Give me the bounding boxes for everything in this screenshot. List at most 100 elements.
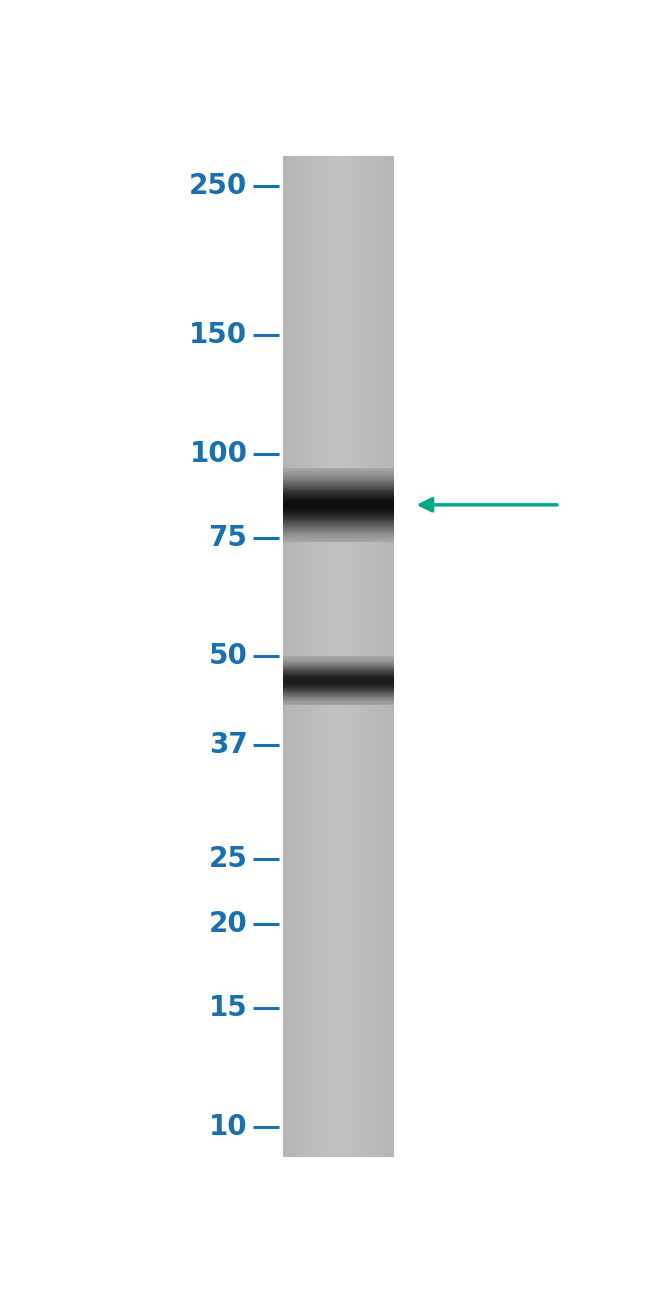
Bar bbox=[283, 497, 393, 498]
Bar bbox=[327, 156, 329, 1157]
Bar bbox=[283, 521, 393, 523]
Bar bbox=[283, 534, 393, 536]
Bar bbox=[296, 156, 298, 1157]
Bar bbox=[349, 156, 351, 1157]
Bar bbox=[283, 540, 393, 541]
Bar bbox=[378, 156, 380, 1157]
Bar bbox=[361, 156, 363, 1157]
Bar bbox=[360, 156, 362, 1157]
Bar bbox=[283, 488, 393, 489]
Bar bbox=[365, 156, 367, 1157]
Bar bbox=[283, 524, 393, 525]
Bar bbox=[311, 156, 313, 1157]
Bar bbox=[333, 156, 335, 1157]
Bar bbox=[283, 515, 393, 516]
Bar bbox=[283, 534, 393, 536]
Bar bbox=[283, 520, 393, 521]
Bar bbox=[283, 516, 393, 517]
Bar bbox=[283, 532, 393, 533]
Bar bbox=[376, 156, 378, 1157]
Bar bbox=[283, 469, 393, 471]
Bar bbox=[350, 156, 352, 1157]
Bar bbox=[283, 510, 393, 511]
Bar bbox=[283, 536, 393, 537]
Bar bbox=[295, 156, 297, 1157]
Bar bbox=[283, 503, 393, 506]
Bar bbox=[283, 491, 393, 493]
Bar bbox=[283, 512, 393, 515]
Bar bbox=[369, 156, 370, 1157]
Bar bbox=[283, 471, 393, 472]
Bar bbox=[283, 482, 393, 484]
Bar bbox=[338, 156, 340, 1157]
Bar bbox=[283, 489, 393, 490]
Bar bbox=[318, 156, 320, 1157]
Bar bbox=[330, 156, 332, 1157]
Bar bbox=[289, 156, 290, 1157]
Bar bbox=[339, 156, 341, 1157]
Bar bbox=[301, 156, 303, 1157]
Bar bbox=[283, 493, 393, 494]
Bar bbox=[388, 156, 390, 1157]
Text: 25: 25 bbox=[209, 845, 248, 874]
Bar bbox=[380, 156, 382, 1157]
Bar bbox=[283, 500, 393, 502]
Bar bbox=[312, 156, 314, 1157]
Bar bbox=[304, 156, 306, 1157]
Bar bbox=[283, 519, 393, 520]
Bar bbox=[283, 523, 393, 524]
Bar bbox=[283, 537, 393, 538]
Bar bbox=[323, 156, 325, 1157]
Bar bbox=[343, 156, 344, 1157]
Bar bbox=[366, 156, 368, 1157]
Bar bbox=[355, 156, 357, 1157]
Bar bbox=[283, 486, 393, 488]
Bar bbox=[313, 156, 315, 1157]
Bar bbox=[326, 156, 328, 1157]
Text: 20: 20 bbox=[209, 910, 248, 939]
Text: 10: 10 bbox=[209, 1113, 248, 1141]
Bar bbox=[377, 156, 379, 1157]
Bar bbox=[392, 156, 394, 1157]
Bar bbox=[302, 156, 304, 1157]
Bar bbox=[283, 485, 393, 486]
Bar bbox=[283, 533, 393, 534]
Bar bbox=[363, 156, 365, 1157]
Bar bbox=[300, 156, 301, 1157]
Bar bbox=[283, 511, 393, 512]
Bar bbox=[352, 156, 354, 1157]
Bar bbox=[283, 532, 393, 533]
Text: 100: 100 bbox=[190, 439, 248, 468]
Bar bbox=[283, 471, 393, 472]
Text: 150: 150 bbox=[189, 321, 248, 350]
Bar bbox=[354, 156, 356, 1157]
Text: 50: 50 bbox=[209, 642, 248, 671]
Bar bbox=[283, 481, 393, 482]
Bar bbox=[341, 156, 343, 1157]
Bar bbox=[283, 529, 393, 530]
Bar bbox=[328, 156, 330, 1157]
Bar bbox=[306, 156, 308, 1157]
Bar bbox=[283, 528, 393, 529]
Bar bbox=[335, 156, 337, 1157]
Bar bbox=[283, 502, 393, 503]
Bar bbox=[283, 517, 393, 519]
Bar bbox=[283, 498, 393, 499]
Bar bbox=[344, 156, 346, 1157]
Bar bbox=[370, 156, 372, 1157]
Bar bbox=[290, 156, 292, 1157]
Bar bbox=[283, 525, 393, 526]
Bar bbox=[283, 498, 393, 499]
Bar bbox=[283, 541, 393, 542]
Bar bbox=[283, 495, 393, 497]
Bar bbox=[283, 485, 393, 486]
Bar bbox=[283, 476, 393, 477]
Bar bbox=[358, 156, 359, 1157]
Bar bbox=[307, 156, 309, 1157]
Bar bbox=[359, 156, 361, 1157]
Bar bbox=[287, 156, 289, 1157]
Bar bbox=[285, 156, 287, 1157]
Bar bbox=[283, 478, 393, 480]
Bar bbox=[356, 156, 358, 1157]
Text: 37: 37 bbox=[209, 731, 248, 758]
